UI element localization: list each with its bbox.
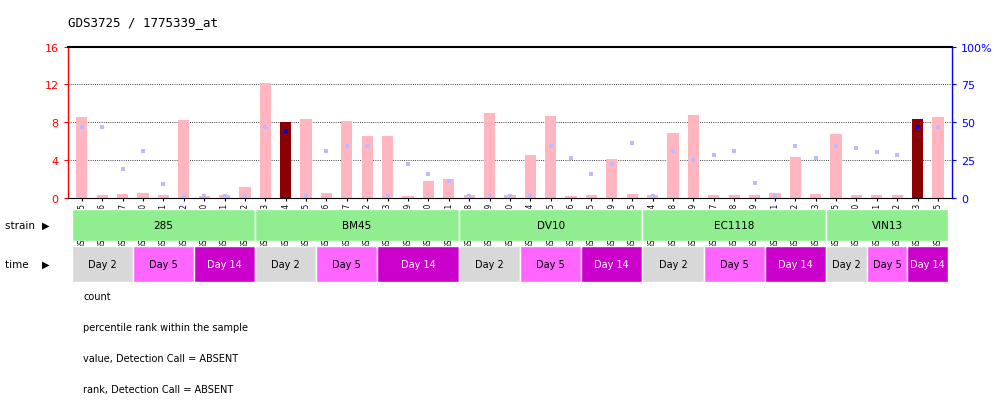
Text: Day 5: Day 5 <box>332 259 361 269</box>
Bar <box>504 195 516 198</box>
Bar <box>867 247 908 282</box>
Text: strain: strain <box>5 220 38 230</box>
Bar <box>133 247 194 282</box>
Bar <box>259 84 271 198</box>
Text: BM45: BM45 <box>342 220 372 230</box>
Bar <box>908 247 948 282</box>
Bar <box>300 120 312 198</box>
Bar <box>96 195 108 198</box>
Bar <box>255 209 459 241</box>
Text: ▶: ▶ <box>42 220 50 230</box>
Bar <box>403 196 414 198</box>
Bar <box>789 158 801 198</box>
Text: ▶: ▶ <box>42 259 50 269</box>
Bar <box>280 123 291 198</box>
Bar <box>178 121 190 198</box>
Text: DV10: DV10 <box>537 220 565 230</box>
Bar <box>642 247 704 282</box>
Bar <box>158 195 169 198</box>
Bar <box>520 247 581 282</box>
Bar <box>647 195 658 198</box>
Bar <box>422 181 434 198</box>
Bar <box>826 209 948 241</box>
Bar <box>585 195 597 198</box>
Bar <box>911 120 923 198</box>
Bar <box>459 209 642 241</box>
Bar <box>484 114 495 198</box>
Bar <box>459 247 520 282</box>
Bar <box>199 196 210 198</box>
Text: Day 14: Day 14 <box>911 259 945 269</box>
Bar <box>688 115 699 198</box>
Bar <box>642 209 826 241</box>
Bar <box>748 195 760 198</box>
Bar <box>72 209 255 241</box>
Bar <box>626 195 638 198</box>
Text: Day 5: Day 5 <box>720 259 748 269</box>
Text: GDS3725 / 1775339_at: GDS3725 / 1775339_at <box>68 16 218 29</box>
Text: VIN13: VIN13 <box>872 220 903 230</box>
Bar <box>219 195 231 198</box>
Text: time: time <box>5 259 32 269</box>
Text: EC1118: EC1118 <box>714 220 754 230</box>
Bar <box>810 195 821 198</box>
Text: Day 2: Day 2 <box>659 259 688 269</box>
Text: 285: 285 <box>153 220 173 230</box>
Bar <box>729 195 740 198</box>
Bar <box>764 247 826 282</box>
Bar <box>443 179 454 198</box>
Text: percentile rank within the sample: percentile rank within the sample <box>83 323 248 332</box>
Text: Day 2: Day 2 <box>475 259 504 269</box>
Bar <box>606 159 617 198</box>
Bar <box>851 195 862 198</box>
Bar <box>708 195 720 198</box>
Bar <box>830 135 842 198</box>
Bar <box>255 247 316 282</box>
Bar <box>525 156 536 198</box>
Bar <box>769 194 780 198</box>
Bar <box>378 247 459 282</box>
Bar <box>341 122 353 198</box>
Bar <box>362 137 373 198</box>
Bar <box>321 194 332 198</box>
Text: Day 14: Day 14 <box>778 259 813 269</box>
Bar <box>667 134 679 198</box>
Bar <box>316 247 378 282</box>
Bar <box>545 116 557 198</box>
Bar <box>463 195 475 198</box>
Text: rank, Detection Call = ABSENT: rank, Detection Call = ABSENT <box>83 385 234 394</box>
Text: Day 2: Day 2 <box>271 259 300 269</box>
Bar <box>194 247 255 282</box>
Bar <box>240 188 250 198</box>
Text: Day 5: Day 5 <box>537 259 565 269</box>
Bar <box>581 247 642 282</box>
Bar <box>137 194 149 198</box>
Bar <box>566 196 577 198</box>
Bar <box>826 247 867 282</box>
Bar <box>382 137 394 198</box>
Text: Day 14: Day 14 <box>207 259 242 269</box>
Text: Day 5: Day 5 <box>149 259 178 269</box>
Bar <box>871 195 883 198</box>
Bar <box>77 118 87 198</box>
Text: count: count <box>83 292 111 301</box>
Bar <box>892 195 903 198</box>
Text: Day 2: Day 2 <box>832 259 861 269</box>
Bar <box>117 195 128 198</box>
Text: Day 14: Day 14 <box>594 259 629 269</box>
Text: Day 5: Day 5 <box>873 259 902 269</box>
Text: value, Detection Call = ABSENT: value, Detection Call = ABSENT <box>83 354 239 363</box>
Text: Day 14: Day 14 <box>401 259 435 269</box>
Text: Day 2: Day 2 <box>87 259 116 269</box>
Bar <box>72 247 133 282</box>
Bar <box>704 247 764 282</box>
Bar <box>932 118 943 198</box>
